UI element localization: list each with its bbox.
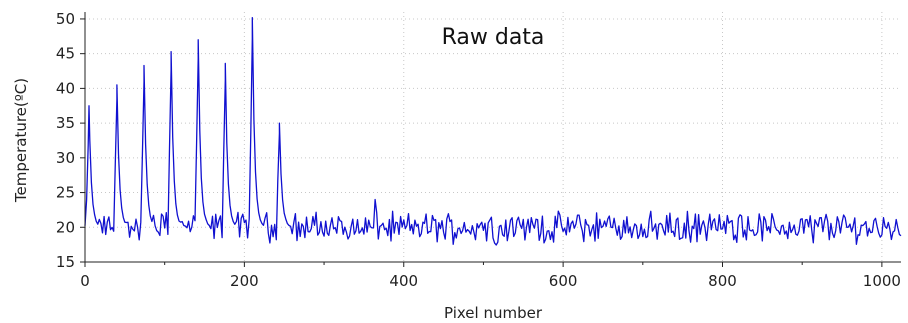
grid [85, 12, 901, 262]
x-tick-label: 200 [230, 272, 259, 290]
y-tick-label: 50 [56, 10, 75, 28]
series [84, 16, 902, 246]
x-ticks: 0 200 400 600 800 1000 [80, 262, 901, 290]
x-tick-label: 1000 [863, 272, 901, 290]
x-tick-label: 800 [708, 272, 737, 290]
x-tick-label: 0 [80, 272, 90, 290]
y-ticks: 15 20 25 30 35 40 45 50 [56, 10, 85, 271]
y-tick-label: 20 [56, 218, 75, 236]
y-tick-label: 30 [56, 149, 75, 167]
series-line [84, 16, 902, 246]
y-tick-label: 40 [56, 79, 75, 97]
y-tick-label: 35 [56, 114, 75, 132]
y-tick-label: 25 [56, 184, 75, 202]
x-axis-label: Pixel number [444, 304, 543, 322]
x-tick-label: 400 [389, 272, 418, 290]
y-axis-label: Temperature(ºC) [12, 78, 30, 203]
y-tick-label: 15 [56, 253, 75, 271]
chart-title: Raw data [442, 25, 545, 50]
x-tick-label: 600 [549, 272, 578, 290]
y-tick-label: 45 [56, 45, 75, 63]
